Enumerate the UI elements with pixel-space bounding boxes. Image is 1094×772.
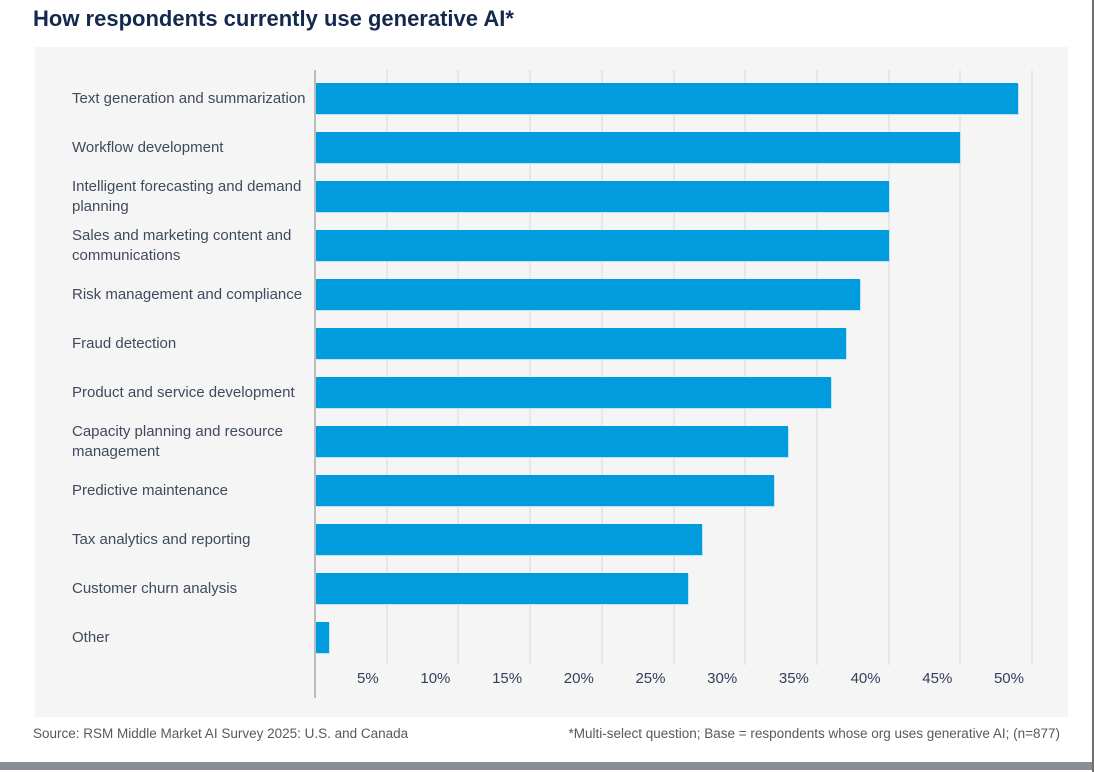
gridline-15%: [529, 70, 532, 665]
x-axis-tick: 5%: [357, 670, 379, 687]
category-label: Capacity planning and resource managemen…: [72, 423, 283, 460]
x-axis-tick: 20%: [563, 670, 594, 687]
gridline-40%: [887, 70, 890, 665]
bar: [316, 83, 1018, 114]
gridline-5%: [385, 70, 388, 665]
gridline-45%: [959, 70, 962, 665]
bar: [316, 426, 789, 457]
x-axis-tick: 25%: [635, 670, 666, 687]
bar-chart: 5% 10% 15% 20% 25% 30% 35% 40% 45% 50% Text genera…: [35, 47, 1068, 717]
chart-panel: 5% 10% 15% 20% 25% 30% 35% 40% 45% 50% Text genera…: [35, 47, 1068, 717]
y-axis-line: [314, 70, 316, 698]
x-axis-tick: 15%: [492, 670, 523, 687]
bar: [316, 573, 688, 604]
bar: [316, 132, 961, 163]
gridline-10%: [457, 70, 460, 665]
category-label: Product and service development: [72, 383, 295, 401]
bar: [316, 230, 889, 261]
footer-note: *Multi-select question; Base = responden…: [568, 726, 1060, 741]
gridline-30%: [744, 70, 747, 665]
gridline-50%: [1031, 70, 1033, 665]
category-label: Intelligent forecasting and demand plann…: [72, 178, 302, 215]
category-label: Fraud detection: [72, 334, 177, 352]
footer: Source: RSM Middle Market AI Survey 2025…: [0, 717, 1094, 741]
category-label: Text generation and summarization: [72, 89, 306, 107]
category-label: Risk management and compliance: [72, 285, 303, 303]
x-axis-tick: 10%: [420, 670, 451, 687]
category-label: Sales and marketing content and communic…: [72, 227, 292, 264]
bar: [316, 328, 846, 359]
page-right-border: [1092, 0, 1094, 772]
x-axis-tick: 50%: [993, 670, 1024, 687]
category-label: Other: [72, 628, 110, 646]
bar: [316, 181, 889, 212]
bar: [316, 475, 774, 506]
x-axis-tick: 30%: [707, 670, 738, 687]
bar: [316, 524, 703, 555]
footer-source: Source: RSM Middle Market AI Survey 2025…: [33, 726, 409, 741]
gridline-20%: [600, 70, 603, 665]
bar: [316, 622, 330, 653]
gridline-35%: [815, 70, 818, 665]
x-axis-tick: 45%: [922, 670, 953, 687]
x-axis-tick: 35%: [778, 670, 809, 687]
category-label: Workflow development: [72, 138, 224, 156]
category-label: Tax analytics and reporting: [72, 530, 251, 548]
gridline-25%: [672, 70, 675, 665]
x-axis-tick: 40%: [850, 670, 881, 687]
bottom-accent-bar: [0, 762, 1094, 770]
bar: [316, 377, 832, 408]
page-title: How respondents currently use generative…: [33, 6, 514, 31]
bar: [316, 279, 860, 310]
category-label: Predictive maintenance: [72, 481, 228, 499]
category-label: Customer churn analysis: [72, 579, 238, 597]
